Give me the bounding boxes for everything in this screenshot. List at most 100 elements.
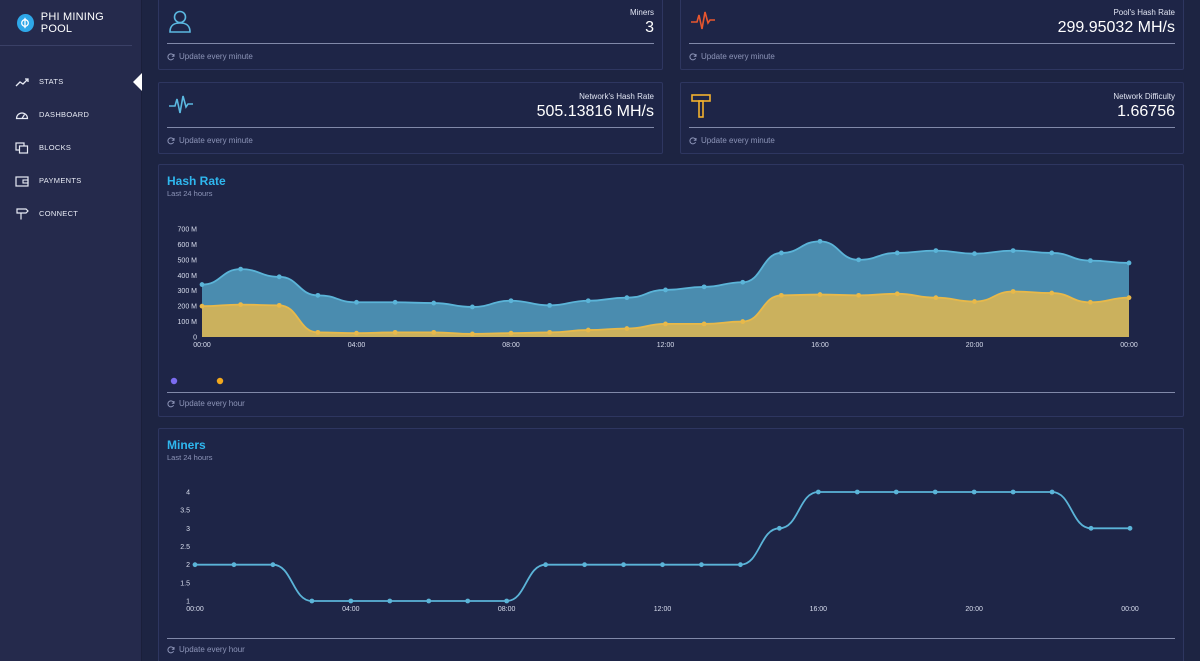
data-point[interactable] [431, 329, 437, 335]
data-point[interactable] [778, 292, 784, 298]
data-point[interactable] [231, 562, 237, 568]
data-point[interactable] [624, 326, 630, 331]
update-note: Update every minute [689, 52, 775, 61]
data-point[interactable] [465, 598, 471, 604]
data-point[interactable] [276, 274, 282, 280]
sidebar-item-connect[interactable]: CONNECT [0, 197, 141, 230]
data-point[interactable] [663, 287, 668, 293]
data-point[interactable] [624, 295, 630, 301]
data-point[interactable] [387, 598, 393, 604]
data-point[interactable] [504, 598, 510, 604]
data-point[interactable] [972, 251, 977, 257]
data-point[interactable] [199, 303, 205, 309]
data-point[interactable] [1010, 489, 1016, 495]
miners-chart: 1 1.5 2 2.5 3 3.5 4 00:00 04:00 08:00 12:00 16:00 20… [180, 489, 1139, 614]
data-point[interactable] [392, 329, 398, 335]
data-point[interactable] [701, 284, 707, 290]
sidebar-item-stats[interactable]: STATS [0, 65, 142, 98]
data-point[interactable] [740, 279, 746, 285]
data-point[interactable] [932, 489, 938, 495]
sidebar-item-payments[interactable]: PAYMENTS [0, 164, 141, 197]
data-point[interactable] [426, 598, 432, 604]
update-note-text: Update every minute [179, 52, 253, 61]
sidebar-item-label: PAYMENTS [39, 176, 82, 185]
data-point[interactable] [315, 292, 321, 298]
data-point[interactable] [1087, 258, 1093, 264]
y-tick-label: 2.5 [180, 544, 190, 551]
data-point[interactable] [1126, 260, 1132, 266]
data-point[interactable] [854, 489, 860, 495]
data-point[interactable] [1010, 248, 1016, 253]
sidebar-item-label: DASHBOARD [39, 110, 90, 119]
legend-marker[interactable] [216, 377, 224, 385]
data-point[interactable] [660, 562, 665, 568]
x-tick-label: 08:00 [502, 342, 520, 349]
data-point[interactable] [1088, 525, 1094, 531]
brand-title: PHI MINING POOL [40, 10, 104, 35]
data-point[interactable] [776, 525, 782, 531]
legend-marker[interactable] [170, 377, 178, 385]
data-point[interactable] [738, 562, 743, 568]
y-tick-label: 3.5 [180, 508, 190, 515]
data-point[interactable] [817, 292, 823, 297]
data-point[interactable] [348, 598, 354, 604]
data-point[interactable] [431, 300, 437, 306]
data-point[interactable] [270, 562, 276, 568]
data-point[interactable] [585, 327, 591, 333]
data-point[interactable] [856, 257, 862, 263]
data-point[interactable] [354, 330, 359, 336]
sidebar-item-dashboard[interactable]: DASHBOARD [0, 98, 141, 131]
data-point[interactable] [817, 238, 823, 244]
data-point[interactable] [933, 248, 939, 253]
data-point[interactable] [1087, 299, 1093, 305]
data-point[interactable] [276, 302, 282, 308]
data-point[interactable] [238, 266, 244, 272]
data-point[interactable] [508, 298, 514, 304]
data-point[interactable] [582, 562, 587, 568]
data-point[interactable] [971, 489, 977, 495]
data-point[interactable] [192, 562, 198, 568]
data-point[interactable] [778, 250, 784, 256]
sidebar: PHI MINING POOL STATS DASHBOARD BLOCKS [0, 0, 142, 661]
data-point[interactable] [1127, 525, 1133, 531]
sidebar-item-label: BLOCKS [39, 143, 72, 152]
data-point[interactable] [621, 562, 626, 568]
data-point[interactable] [508, 330, 514, 336]
x-tick-label: 04:00 [342, 606, 360, 613]
data-point[interactable] [1049, 250, 1055, 256]
data-point[interactable] [701, 321, 707, 327]
y-tick-label: 200 M [178, 304, 198, 311]
data-point[interactable] [392, 299, 398, 305]
data-point[interactable] [894, 250, 900, 256]
data-point[interactable] [815, 489, 821, 495]
data-point[interactable] [585, 298, 591, 304]
data-point[interactable] [933, 295, 939, 301]
data-point[interactable] [740, 319, 746, 324]
data-point[interactable] [1049, 489, 1055, 495]
data-point[interactable] [469, 304, 475, 310]
sidebar-item-blocks[interactable]: BLOCKS [0, 131, 141, 164]
miners-value: 3 [645, 19, 654, 36]
data-point[interactable] [663, 321, 668, 327]
divider [167, 127, 654, 128]
data-point[interactable] [972, 299, 977, 304]
data-point[interactable] [354, 299, 359, 305]
data-point[interactable] [199, 282, 205, 287]
x-tick-label: 20:00 [965, 606, 983, 613]
data-point[interactable] [309, 598, 315, 604]
data-point[interactable] [469, 331, 475, 337]
data-point[interactable] [1010, 289, 1016, 294]
data-point[interactable] [894, 291, 900, 297]
data-point[interactable] [315, 329, 321, 335]
data-point[interactable] [547, 302, 553, 308]
data-point[interactable] [1126, 295, 1132, 301]
data-point[interactable] [1049, 290, 1055, 296]
data-point[interactable] [893, 489, 899, 495]
data-point[interactable] [699, 562, 704, 568]
hammer-icon [690, 93, 712, 124]
data-point[interactable] [543, 562, 549, 568]
data-point[interactable] [856, 292, 862, 298]
data-point[interactable] [547, 329, 553, 335]
brand[interactable]: PHI MINING POOL [0, 0, 132, 46]
data-point[interactable] [238, 302, 244, 307]
